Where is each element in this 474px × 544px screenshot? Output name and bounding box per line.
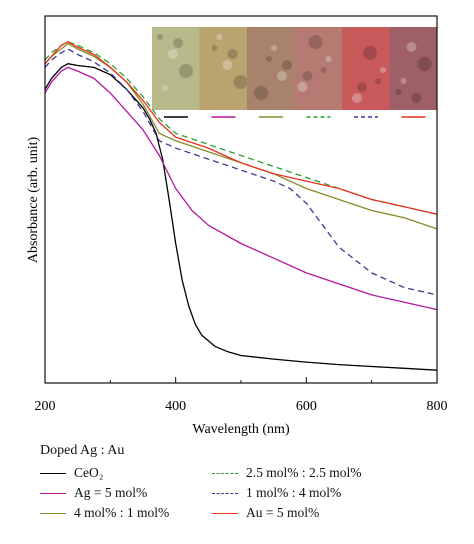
photo-texture [254, 86, 268, 100]
x-tick-label: 600 [296, 399, 317, 414]
photo-texture [357, 82, 367, 92]
x-tick-label: 400 [165, 399, 186, 414]
photo-texture [277, 71, 287, 81]
series-line-6 [44, 41, 438, 215]
y-axis-title: Absorbance (arb. unit) [26, 136, 41, 263]
sample-photo-2 [199, 27, 247, 110]
photo-texture [271, 45, 277, 51]
legend-swatch [212, 472, 238, 474]
legend: Doped Ag : Au CeO₂ Ag = 5 mol% 4 mol% : 1 … [40, 443, 470, 543]
absorbance-chart: 200 400 600 800 Wavelength (nm) Absorbance … [26, 15, 448, 437]
legend-label: 2.5 mol% : 2.5 mol% [246, 465, 362, 480]
sample-photo-5 [342, 27, 390, 110]
photo-texture [320, 67, 327, 73]
series-layer [44, 41, 438, 371]
sample-photo-strip [152, 27, 437, 118]
legend-item: CeO₂ [40, 463, 103, 483]
legend-title: Doped Ag : Au [40, 443, 125, 458]
legend-swatch [40, 512, 66, 514]
photo-texture [157, 34, 163, 40]
photo-texture [380, 67, 386, 73]
photo-texture [302, 71, 313, 81]
x-axis-ticks: 200 400 600 800 [35, 377, 448, 414]
photo-texture [297, 82, 308, 92]
photo-texture [395, 89, 402, 95]
legend-swatch [40, 492, 66, 494]
photo-texture [375, 78, 381, 84]
legend-item: Ag = 5 mol% [40, 483, 147, 503]
sample-photo-3 [247, 27, 295, 110]
photo-texture [162, 85, 168, 91]
legend-label: CeO₂ [74, 465, 104, 480]
legend-item: Au = 5 mol% [212, 503, 319, 523]
x-tick-label: 200 [35, 399, 56, 414]
photo-texture [211, 45, 218, 51]
legend-label: 1 mol% : 4 mol% [246, 485, 342, 500]
legend-item: 2.5 mol% : 2.5 mol% [212, 463, 362, 483]
photo-texture [266, 56, 272, 62]
series-line-1 [44, 63, 438, 371]
photo-texture [406, 42, 417, 52]
legend-swatch [212, 512, 238, 514]
sample-photo-4 [294, 27, 342, 110]
legend-label: Au = 5 mol% [246, 505, 320, 520]
photo-texture [282, 60, 292, 70]
x-tick-label: 800 [427, 399, 448, 414]
legend-swatch [40, 472, 66, 474]
photo-texture [179, 64, 193, 78]
legend-swatch [212, 492, 238, 494]
photo-texture [227, 49, 238, 59]
photo-texture [168, 49, 178, 59]
legend-item: 1 mol% : 4 mol% [212, 483, 341, 503]
photo-texture [325, 56, 332, 62]
series-line-2 [44, 66, 438, 311]
legend-item: 4 mol% : 1 mol% [40, 503, 169, 523]
photo-texture [411, 93, 422, 103]
photo-texture [173, 38, 183, 48]
legend-label: Ag = 5 mol% [74, 485, 148, 500]
photo-texture [352, 93, 362, 103]
photo-texture [400, 78, 407, 84]
legend-label: 4 mol% : 1 mol% [74, 505, 170, 520]
photo-texture [216, 34, 223, 40]
sample-photo-6 [389, 27, 437, 110]
photo-texture [417, 57, 432, 71]
photo-texture [233, 75, 248, 89]
photo-texture [308, 35, 323, 49]
series-line-5 [44, 48, 438, 296]
x-axis-title: Wavelength (nm) [192, 422, 290, 437]
photo-texture [363, 46, 377, 60]
sample-photo-1 [152, 27, 200, 110]
series-line-3 [44, 42, 438, 230]
photo-texture [222, 60, 233, 70]
